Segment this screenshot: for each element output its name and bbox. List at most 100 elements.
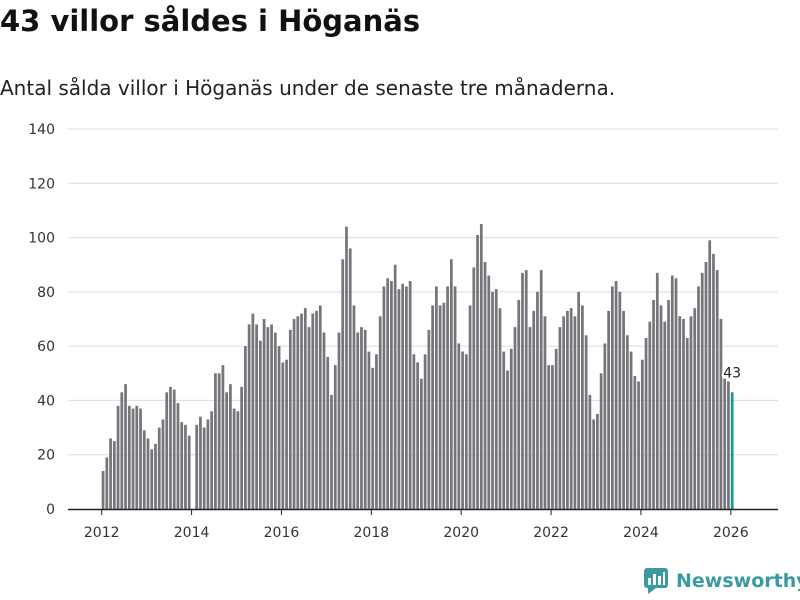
bar (648, 321, 652, 509)
bar (255, 324, 258, 509)
bar (251, 313, 255, 509)
bar (700, 272, 704, 509)
bar (536, 291, 539, 509)
bar (551, 365, 554, 509)
bar (667, 300, 670, 509)
bar (521, 272, 524, 509)
bar (625, 335, 629, 509)
bar (483, 262, 487, 509)
bar (199, 416, 202, 509)
bar (348, 248, 352, 509)
brand-logo[interactable]: Newsworthy (644, 568, 800, 594)
bar (468, 305, 472, 509)
bar (491, 291, 494, 509)
bar (337, 332, 341, 509)
bar (603, 343, 607, 509)
bar (352, 305, 356, 509)
x-tick-label: 2022 (533, 525, 569, 541)
bar (236, 411, 240, 509)
bar (554, 348, 558, 509)
data-label: 43 (723, 365, 741, 381)
bar (217, 373, 221, 509)
bar (375, 354, 378, 509)
bar (423, 354, 427, 509)
bar (438, 305, 442, 509)
bar (405, 286, 408, 509)
bar (610, 286, 614, 509)
bar (105, 457, 109, 509)
bar (135, 405, 139, 509)
bar (157, 427, 161, 509)
bar (547, 365, 551, 509)
y-tick-label: 20 (37, 448, 55, 464)
bar (659, 305, 663, 509)
bar (292, 319, 296, 509)
bar (363, 329, 367, 509)
bar (562, 316, 566, 509)
bar (663, 321, 667, 509)
bar (498, 308, 502, 509)
bar (596, 414, 599, 509)
bar (277, 346, 281, 509)
bar (161, 419, 165, 509)
newsworthy-logo-icon (644, 568, 668, 594)
bar (244, 346, 247, 509)
x-tick-label: 2020 (443, 525, 479, 541)
bar (210, 411, 214, 509)
bar (524, 270, 528, 509)
bar-highlight (730, 392, 734, 509)
bar (644, 338, 648, 509)
bar (258, 340, 262, 509)
bar (539, 270, 543, 509)
bar (318, 305, 322, 509)
bar (502, 351, 506, 509)
bar (116, 405, 120, 509)
bar (629, 351, 633, 509)
y-tick-label: 60 (37, 339, 55, 355)
y-tick-label: 100 (28, 231, 55, 247)
bar (476, 234, 479, 509)
x-tick-label: 2018 (354, 525, 390, 541)
bar (187, 435, 191, 509)
bar (206, 419, 210, 509)
bar (386, 278, 390, 509)
bar (472, 267, 476, 509)
bar (131, 408, 135, 509)
bar (225, 392, 229, 509)
bar (453, 286, 457, 509)
bar (584, 335, 588, 509)
bar (652, 300, 655, 509)
bar (214, 373, 217, 509)
y-tick-label: 0 (46, 502, 55, 518)
bar (273, 332, 277, 509)
bar (689, 316, 693, 509)
bar (670, 275, 674, 509)
bar (528, 327, 532, 509)
bar (150, 449, 154, 509)
x-tick-label: 2012 (84, 525, 120, 541)
bar (296, 316, 300, 509)
bar (322, 332, 326, 509)
bar (581, 305, 584, 509)
bar (487, 275, 491, 509)
bar (655, 272, 659, 509)
bar (367, 351, 371, 509)
y-tick-label: 140 (28, 122, 55, 138)
bar (124, 384, 127, 509)
bar (715, 270, 719, 509)
bar (408, 281, 412, 509)
bar (461, 351, 464, 509)
bar (678, 316, 682, 509)
bar (101, 471, 105, 509)
bar (285, 359, 288, 509)
bar (543, 316, 547, 509)
bar (270, 324, 273, 509)
bar (315, 310, 318, 509)
bar (360, 327, 363, 509)
bar (532, 310, 536, 509)
bar (446, 286, 449, 509)
bar (622, 310, 625, 509)
bar (382, 286, 386, 509)
bar (607, 310, 610, 509)
